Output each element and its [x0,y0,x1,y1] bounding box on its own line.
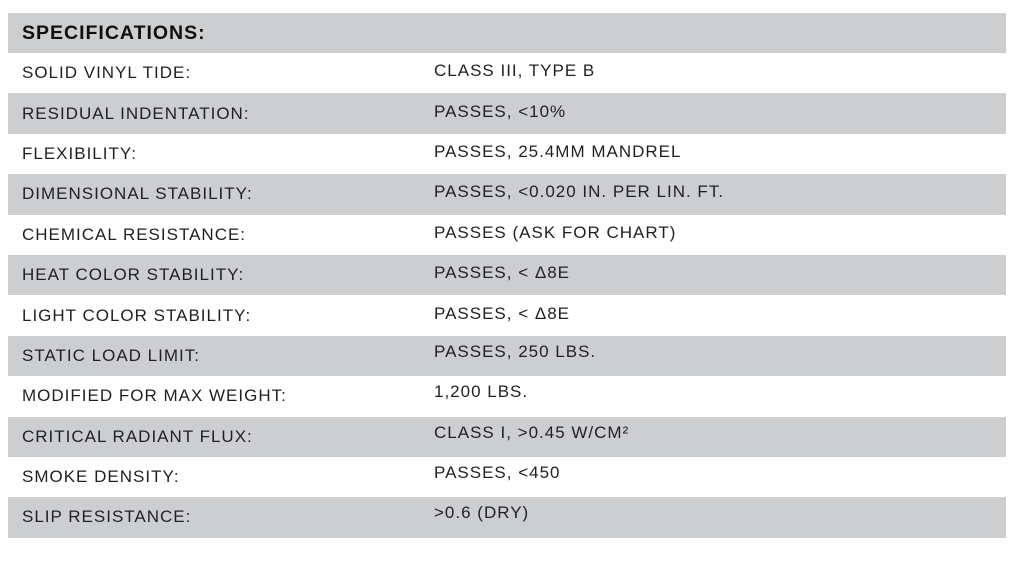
spec-row-solid-vinyl-tide: SOLID VINYL TIDE: CLASS III, TYPE B [8,53,1006,94]
spec-row-critical-radiant-flux: CRITICAL RADIANT FLUX: CLASS I, >0.45 W/… [8,416,1006,457]
spec-label: CRITICAL RADIANT FLUX: [22,426,253,446]
spec-label: DIMENSIONAL STABILITY: [22,184,253,204]
spec-value: PASSES, 250 LBS. [434,341,597,361]
spec-value: PASSES (ASK FOR CHART) [434,222,677,242]
spec-label: CHEMICAL RESISTANCE: [22,224,247,244]
spec-row-residual-indentation: RESIDUAL INDENTATION: PASSES, <10% [8,93,1006,134]
spec-row-heat-color-stability: HEAT COLOR STABILITY: PASSES, < Δ8E [8,254,1006,296]
spec-value: PASSES, <10% [434,101,567,121]
spec-value: >0.6 (DRY) [434,503,530,523]
spec-label: MODIFIED FOR MAX WEIGHT: [22,386,287,406]
spec-label: HEAT COLOR STABILITY: [22,265,245,285]
spec-label: STATIC LOAD LIMIT: [22,345,200,365]
specifications-table: SPECIFICATIONS: SOLID VINYL TIDE: CLASS … [8,13,1006,538]
spec-row-flexibility: FLEXIBILITY: PASSES, 25.4MM MANDREL [8,133,1006,175]
spec-row-static-load-limit: STATIC LOAD LIMIT: PASSES, 250 LBS. [8,335,1006,377]
spec-row-modified-for-max-weight: MODIFIED FOR MAX WEIGHT: 1,200 LBS. [8,376,1006,417]
spec-row-dimensional-stability: DIMENSIONAL STABILITY: PASSES, <0.020 IN… [8,174,1006,215]
spec-row-light-color-stability: LIGHT COLOR STABILITY: PASSES, < Δ8E [8,295,1006,336]
spec-value: PASSES, <0.020 IN. PER LIN. FT. [434,182,725,202]
spec-label: SLIP RESISTANCE: [22,507,192,527]
spec-label: SMOKE DENSITY: [22,467,180,487]
specifications-title: SPECIFICATIONS: [22,21,206,44]
specifications-body: SOLID VINYL TIDE: CLASS III, TYPE B RESI… [8,53,1006,538]
spec-label: FLEXIBILITY: [22,143,137,163]
spec-label: SOLID VINYL TIDE: [22,63,192,83]
spec-value: PASSES, <450 [434,463,561,483]
spec-row-smoke-density: SMOKE DENSITY: PASSES, <450 [8,456,1006,498]
spec-label: LIGHT COLOR STABILITY: [22,305,252,325]
spec-value: CLASS III, TYPE B [434,61,596,81]
spec-value: PASSES, < Δ8E [434,263,571,283]
spec-row-chemical-resistance: CHEMICAL RESISTANCE: PASSES (ASK FOR CHA… [8,214,1006,255]
spec-row-slip-resistance: SLIP RESISTANCE: >0.6 (DRY) [8,497,1006,538]
spec-value: 1,200 LBS. [434,382,529,402]
spec-value: PASSES, 25.4MM MANDREL [434,141,682,161]
spec-value: CLASS I, >0.45 W/CM² [434,422,630,442]
spec-label: RESIDUAL INDENTATION: [22,103,250,123]
specifications-header: SPECIFICATIONS: [8,13,1006,53]
spec-value: PASSES, < Δ8E [434,303,571,323]
